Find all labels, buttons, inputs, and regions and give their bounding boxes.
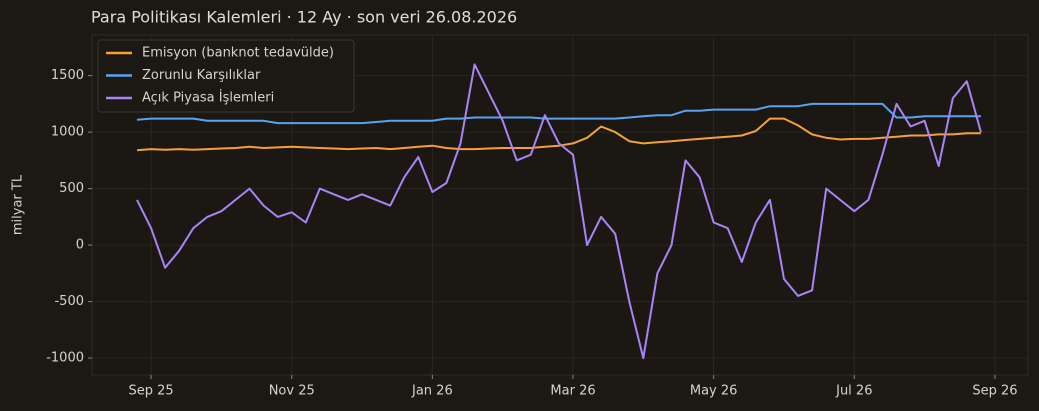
- x-tick-label: Jul 26: [835, 384, 872, 399]
- series-line: [136, 117, 981, 152]
- series-line: [136, 102, 981, 125]
- y-tick-label: 500: [59, 181, 84, 196]
- x-tick-label: Mar 26: [550, 384, 595, 399]
- legend-label: Zorunlu Karşılıklar: [142, 68, 261, 83]
- legend: Emisyon (banknot tedavülde) Zorunlu Karşı…: [97, 39, 355, 113]
- y-tick-label: 1500: [51, 68, 84, 83]
- y-tick-label: 1000: [51, 125, 84, 140]
- x-tick-label: Jan 26: [411, 384, 453, 399]
- x-tick-label: Sep 25: [128, 384, 173, 399]
- x-tick-label: Nov 25: [269, 384, 315, 399]
- x-tick-label: Sep 26: [972, 384, 1017, 399]
- legend-label: Açık Piyasa İşlemleri: [142, 90, 274, 106]
- y-tick-label: -1000: [46, 351, 84, 366]
- x-tick-label: May 26: [690, 384, 738, 399]
- legend-label: Emisyon (banknot tedavülde): [142, 46, 334, 61]
- legend-box: [97, 39, 355, 113]
- y-axis-label: milyar TL: [11, 174, 26, 235]
- y-tick-label: 0: [76, 238, 84, 253]
- y-tick-label: -500: [54, 294, 84, 309]
- chart-title: Para Politikası Kalemleri · 12 Ay · son …: [91, 8, 517, 27]
- series-line: [136, 63, 982, 360]
